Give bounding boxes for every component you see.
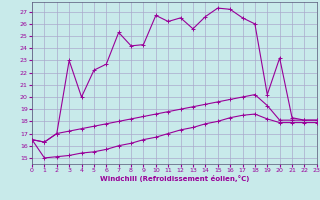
X-axis label: Windchill (Refroidissement éolien,°C): Windchill (Refroidissement éolien,°C)	[100, 175, 249, 182]
